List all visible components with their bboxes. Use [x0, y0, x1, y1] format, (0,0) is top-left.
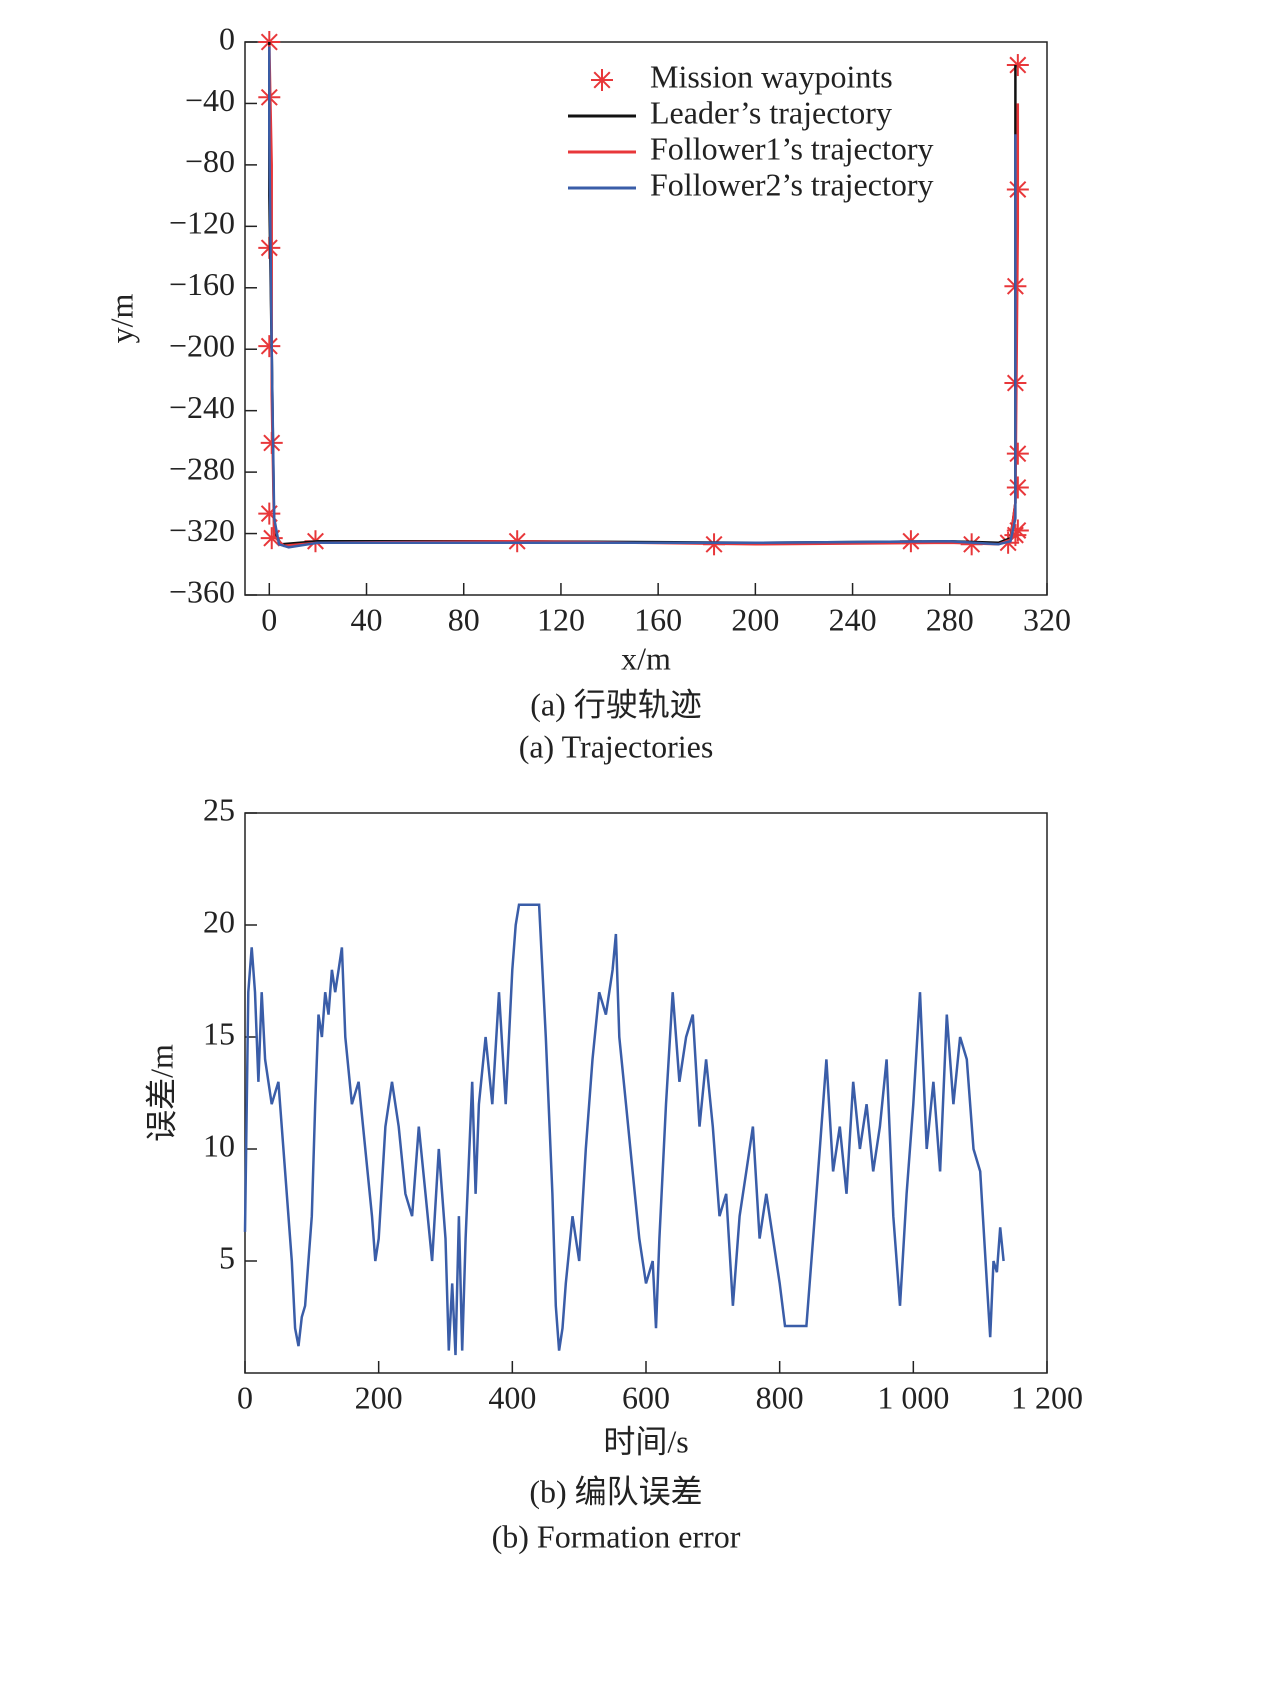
caption: (b) Formation error	[492, 1518, 741, 1554]
x-tick-label: 160	[634, 601, 682, 637]
plot-frame	[244, 41, 1048, 596]
legend-label: Follower1’s trajectory	[650, 130, 933, 166]
x-tick-label: 80	[448, 601, 480, 637]
y-tick-label: −200	[169, 328, 235, 364]
y-tick-label: 0	[219, 20, 235, 56]
y-tick-label: −280	[169, 450, 235, 486]
waypoint	[258, 502, 281, 525]
y-axis-label: y/m	[103, 294, 139, 344]
waypoint	[258, 335, 281, 358]
x-tick-label: 320	[1023, 601, 1071, 637]
legend-label: Mission waypoints	[650, 58, 893, 94]
x-tick-label: 1 200	[1011, 1379, 1083, 1415]
waypoint	[1006, 476, 1029, 499]
x-tick-label: 0	[261, 601, 277, 637]
x-tick-label: 0	[237, 1379, 253, 1415]
x-tick-label: 120	[537, 601, 585, 637]
x-tick-label: 40	[351, 601, 383, 637]
legend-label: Follower2’s trajectory	[650, 166, 933, 202]
y-axis-label: 误差/m	[143, 1044, 179, 1142]
series-line	[268, 46, 1017, 549]
y-tick-label: −160	[169, 266, 235, 302]
plot-frame	[244, 812, 1048, 1374]
x-tick-label: 280	[926, 601, 974, 637]
x-tick-label: 800	[756, 1379, 804, 1415]
x-tick-label: 240	[829, 601, 877, 637]
y-tick-label: −360	[169, 573, 235, 609]
y-tick-label: −320	[169, 512, 235, 548]
y-tick-label: −240	[169, 389, 235, 425]
series-line	[243, 903, 1005, 1356]
y-tick-label: −80	[185, 143, 235, 179]
waypoint	[260, 527, 283, 550]
y-tick-label: 15	[203, 1015, 235, 1051]
caption: (a) 行驶轨迹	[530, 686, 702, 722]
x-tick-label: 200	[355, 1379, 403, 1415]
x-tick-label: 600	[622, 1379, 670, 1415]
marker-stroke	[1009, 445, 1027, 463]
x-tick-label: 200	[731, 601, 779, 637]
series-line	[268, 45, 1020, 548]
waypoint	[1006, 442, 1029, 465]
marker-stroke	[260, 337, 278, 355]
caption: (a) Trajectories	[519, 728, 714, 764]
series-line	[268, 42, 1017, 546]
marker-stroke	[593, 71, 611, 89]
y-tick-label: 10	[203, 1127, 235, 1163]
y-tick-label: 20	[203, 903, 235, 939]
x-axis-label: x/m	[621, 640, 671, 676]
marker-stroke	[1009, 56, 1027, 74]
x-tick-label: 400	[488, 1379, 536, 1415]
marker-stroke	[1009, 478, 1027, 496]
y-tick-label: 25	[203, 791, 235, 827]
y-tick-label: −40	[185, 82, 235, 118]
caption: (b) 编队误差	[529, 1473, 702, 1509]
y-tick-label: −120	[169, 205, 235, 241]
waypoint	[1006, 54, 1029, 77]
legend-marker	[591, 69, 613, 91]
x-axis-label: 时间/s	[603, 1423, 688, 1459]
y-tick-label: 5	[219, 1239, 235, 1275]
legend-label: Leader’s trajectory	[650, 94, 892, 130]
x-tick-label: 1 000	[877, 1379, 949, 1415]
